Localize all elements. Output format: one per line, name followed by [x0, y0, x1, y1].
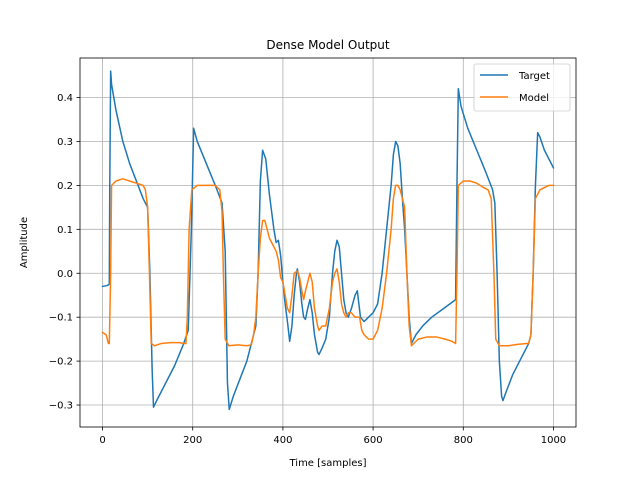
series-line-target: [101, 70, 555, 411]
y-tick-label: 0.0: [57, 269, 73, 280]
plot-frame: [79, 57, 577, 428]
legend-label-model: Model: [519, 93, 549, 104]
x-tick-label: 200: [183, 435, 202, 446]
series-lines: [101, 70, 555, 411]
y-tick-label: −0.2: [49, 357, 73, 368]
x-tick-label: 1000: [541, 435, 566, 446]
x-axis-ticks: 0 200 400 600 800 1000: [99, 427, 566, 446]
y-tick-label: −0.3: [49, 401, 73, 412]
y-tick-label: −0.1: [49, 313, 73, 324]
y-tick-label: 0.3: [57, 137, 73, 148]
chart-title: Dense Model Output: [266, 38, 390, 52]
y-axis-ticks: −0.3 −0.2 −0.1 0.0 0.1 0.2 0.3 0.4: [49, 93, 80, 412]
y-axis-label: Amplitude: [19, 217, 30, 268]
x-axis-label: Time [samples]: [288, 458, 366, 469]
y-tick-label: 0.1: [57, 225, 73, 236]
x-tick-label: 400: [273, 435, 292, 446]
y-tick-label: 0.2: [57, 181, 73, 192]
legend: Target Model: [473, 63, 571, 112]
series-line-model: [101, 178, 555, 347]
x-tick-label: 0: [99, 435, 105, 446]
x-tick-label: 800: [454, 435, 473, 446]
legend-label-target: Target: [518, 71, 550, 82]
x-tick-label: 600: [364, 435, 383, 446]
y-tick-label: 0.4: [57, 93, 73, 104]
